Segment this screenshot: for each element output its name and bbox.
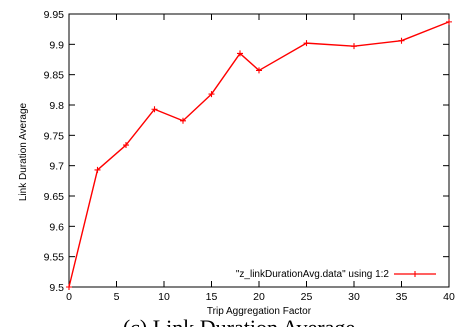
data-point [180,117,186,124]
x-tick-label: 25 [301,291,313,303]
data-point [351,43,357,50]
y-tick-label: 9.85 [44,70,65,82]
x-tick-label: 5 [114,291,120,303]
y-axis-ticks: 9.5 9.55 9.6 9.65 9.7 9.75 9.8 9.85 9.9 9.95 [44,9,449,294]
legend: "z_linkDurationAvg.data" using 1:2 [236,269,436,280]
data-point [94,166,101,173]
x-tick-label: 0 [66,291,72,303]
plot-frame [68,13,450,288]
data-point [256,67,262,74]
x-tick-label: 35 [396,291,408,303]
y-tick-label: 9.6 [49,221,64,233]
figure-caption: (c) Link Duration Average [123,315,355,327]
data-point [237,50,243,57]
data-point [151,106,158,113]
y-tick-label: 9.9 [49,39,64,51]
data-point [398,37,405,44]
y-tick-label: 9.75 [44,130,65,142]
series-layer [66,18,452,290]
y-tick-label: 9.95 [44,9,65,21]
y-tick-label: 9.8 [49,100,64,112]
data-point [208,91,215,98]
data-point [66,284,72,290]
y-tick-label: 9.7 [49,161,64,173]
data-point [303,40,310,47]
legend-label: "z_linkDurationAvg.data" using 1:2 [236,269,390,280]
y-tick-label: 9.55 [44,252,65,264]
x-tick-label: 30 [348,291,360,303]
data-point [446,18,452,25]
y-tick-label: 9.65 [44,191,65,203]
legend-marker [412,271,418,277]
x-axis-ticks: 0 5 10 15 20 25 30 35 40 [66,14,455,303]
data-point [123,142,129,149]
y-tick-label: 9.5 [49,282,64,294]
x-tick-label: 20 [253,291,265,303]
y-axis-title: Link Duration Average [18,102,29,201]
x-tick-label: 40 [443,291,455,303]
x-tick-label: 10 [158,291,170,303]
series-line [68,21,450,288]
x-axis-title: Trip Aggregation Factor [207,306,312,317]
x-tick-label: 15 [206,291,218,303]
